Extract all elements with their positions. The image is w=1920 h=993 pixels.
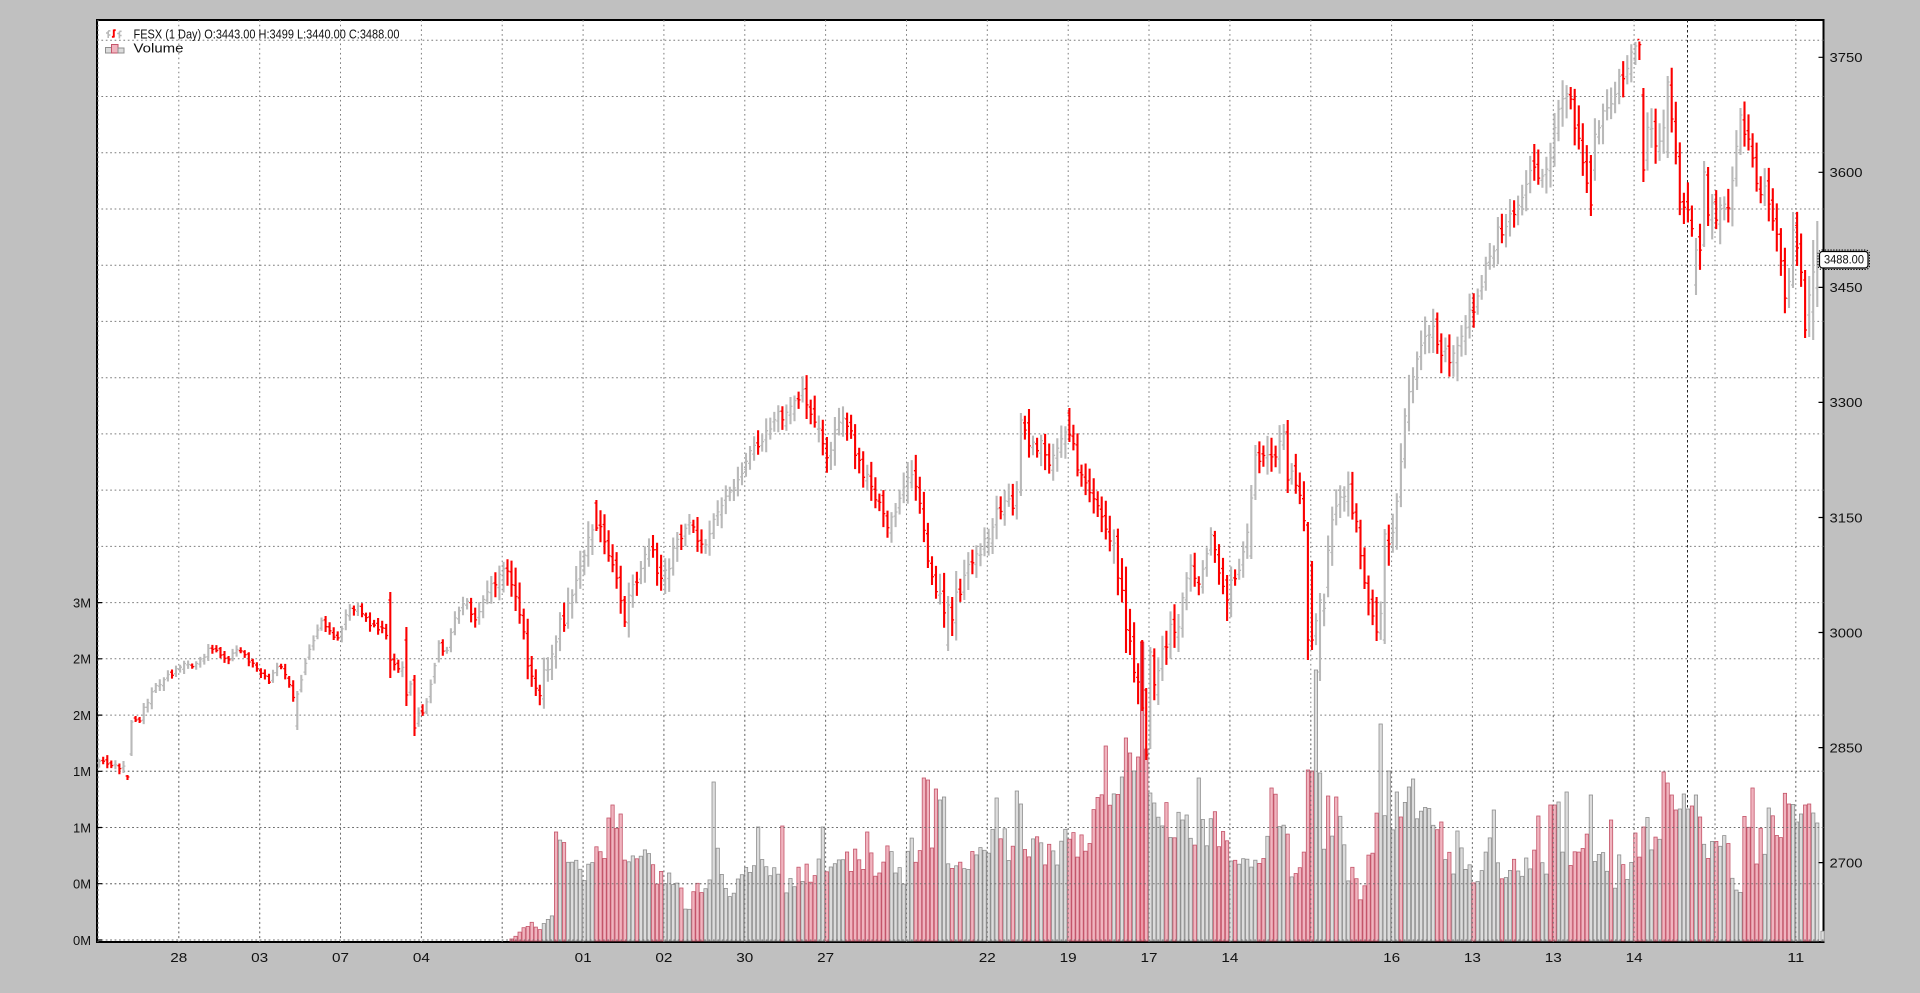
svg-text:2700: 2700 bbox=[1830, 855, 1863, 870]
svg-text:30: 30 bbox=[736, 950, 753, 965]
svg-text:0M: 0M bbox=[73, 933, 91, 948]
svg-text:3000: 3000 bbox=[1830, 625, 1863, 640]
svg-text:01: 01 bbox=[575, 950, 592, 965]
svg-text:FESX (1 Day) O:3443.00 H:3499: FESX (1 Day) O:3443.00 H:3499 L:3440.00 … bbox=[134, 27, 400, 42]
svg-text:07: 07 bbox=[332, 950, 349, 965]
svg-text:1M: 1M bbox=[73, 820, 91, 835]
svg-text:22: 22 bbox=[979, 950, 996, 965]
svg-text:3750: 3750 bbox=[1830, 50, 1863, 65]
svg-text:13: 13 bbox=[1545, 950, 1562, 965]
svg-text:03: 03 bbox=[251, 950, 268, 965]
svg-text:27: 27 bbox=[817, 950, 834, 965]
svg-text:3488.00: 3488.00 bbox=[1824, 253, 1864, 267]
svg-text:28: 28 bbox=[170, 950, 187, 965]
svg-text:3600: 3600 bbox=[1830, 165, 1863, 180]
svg-text:3450: 3450 bbox=[1830, 280, 1863, 295]
svg-text:3150: 3150 bbox=[1830, 510, 1863, 525]
svg-text:11: 11 bbox=[1787, 950, 1804, 965]
svg-text:13: 13 bbox=[1464, 950, 1481, 965]
svg-text:16: 16 bbox=[1383, 950, 1400, 965]
svg-text:14: 14 bbox=[1626, 950, 1643, 965]
svg-text:3300: 3300 bbox=[1830, 395, 1863, 410]
svg-text:Volume: Volume bbox=[134, 41, 184, 56]
svg-text:0M: 0M bbox=[73, 877, 91, 892]
svg-text:1M: 1M bbox=[73, 764, 91, 779]
svg-text:17: 17 bbox=[1141, 950, 1158, 965]
svg-text:14: 14 bbox=[1221, 950, 1238, 965]
svg-text:2850: 2850 bbox=[1830, 740, 1863, 755]
svg-text:2M: 2M bbox=[73, 652, 91, 667]
svg-text:02: 02 bbox=[655, 950, 672, 965]
svg-text:19: 19 bbox=[1060, 950, 1077, 965]
svg-text:04: 04 bbox=[413, 950, 430, 965]
svg-text:2M: 2M bbox=[73, 708, 91, 723]
svg-text:3M: 3M bbox=[73, 595, 91, 610]
